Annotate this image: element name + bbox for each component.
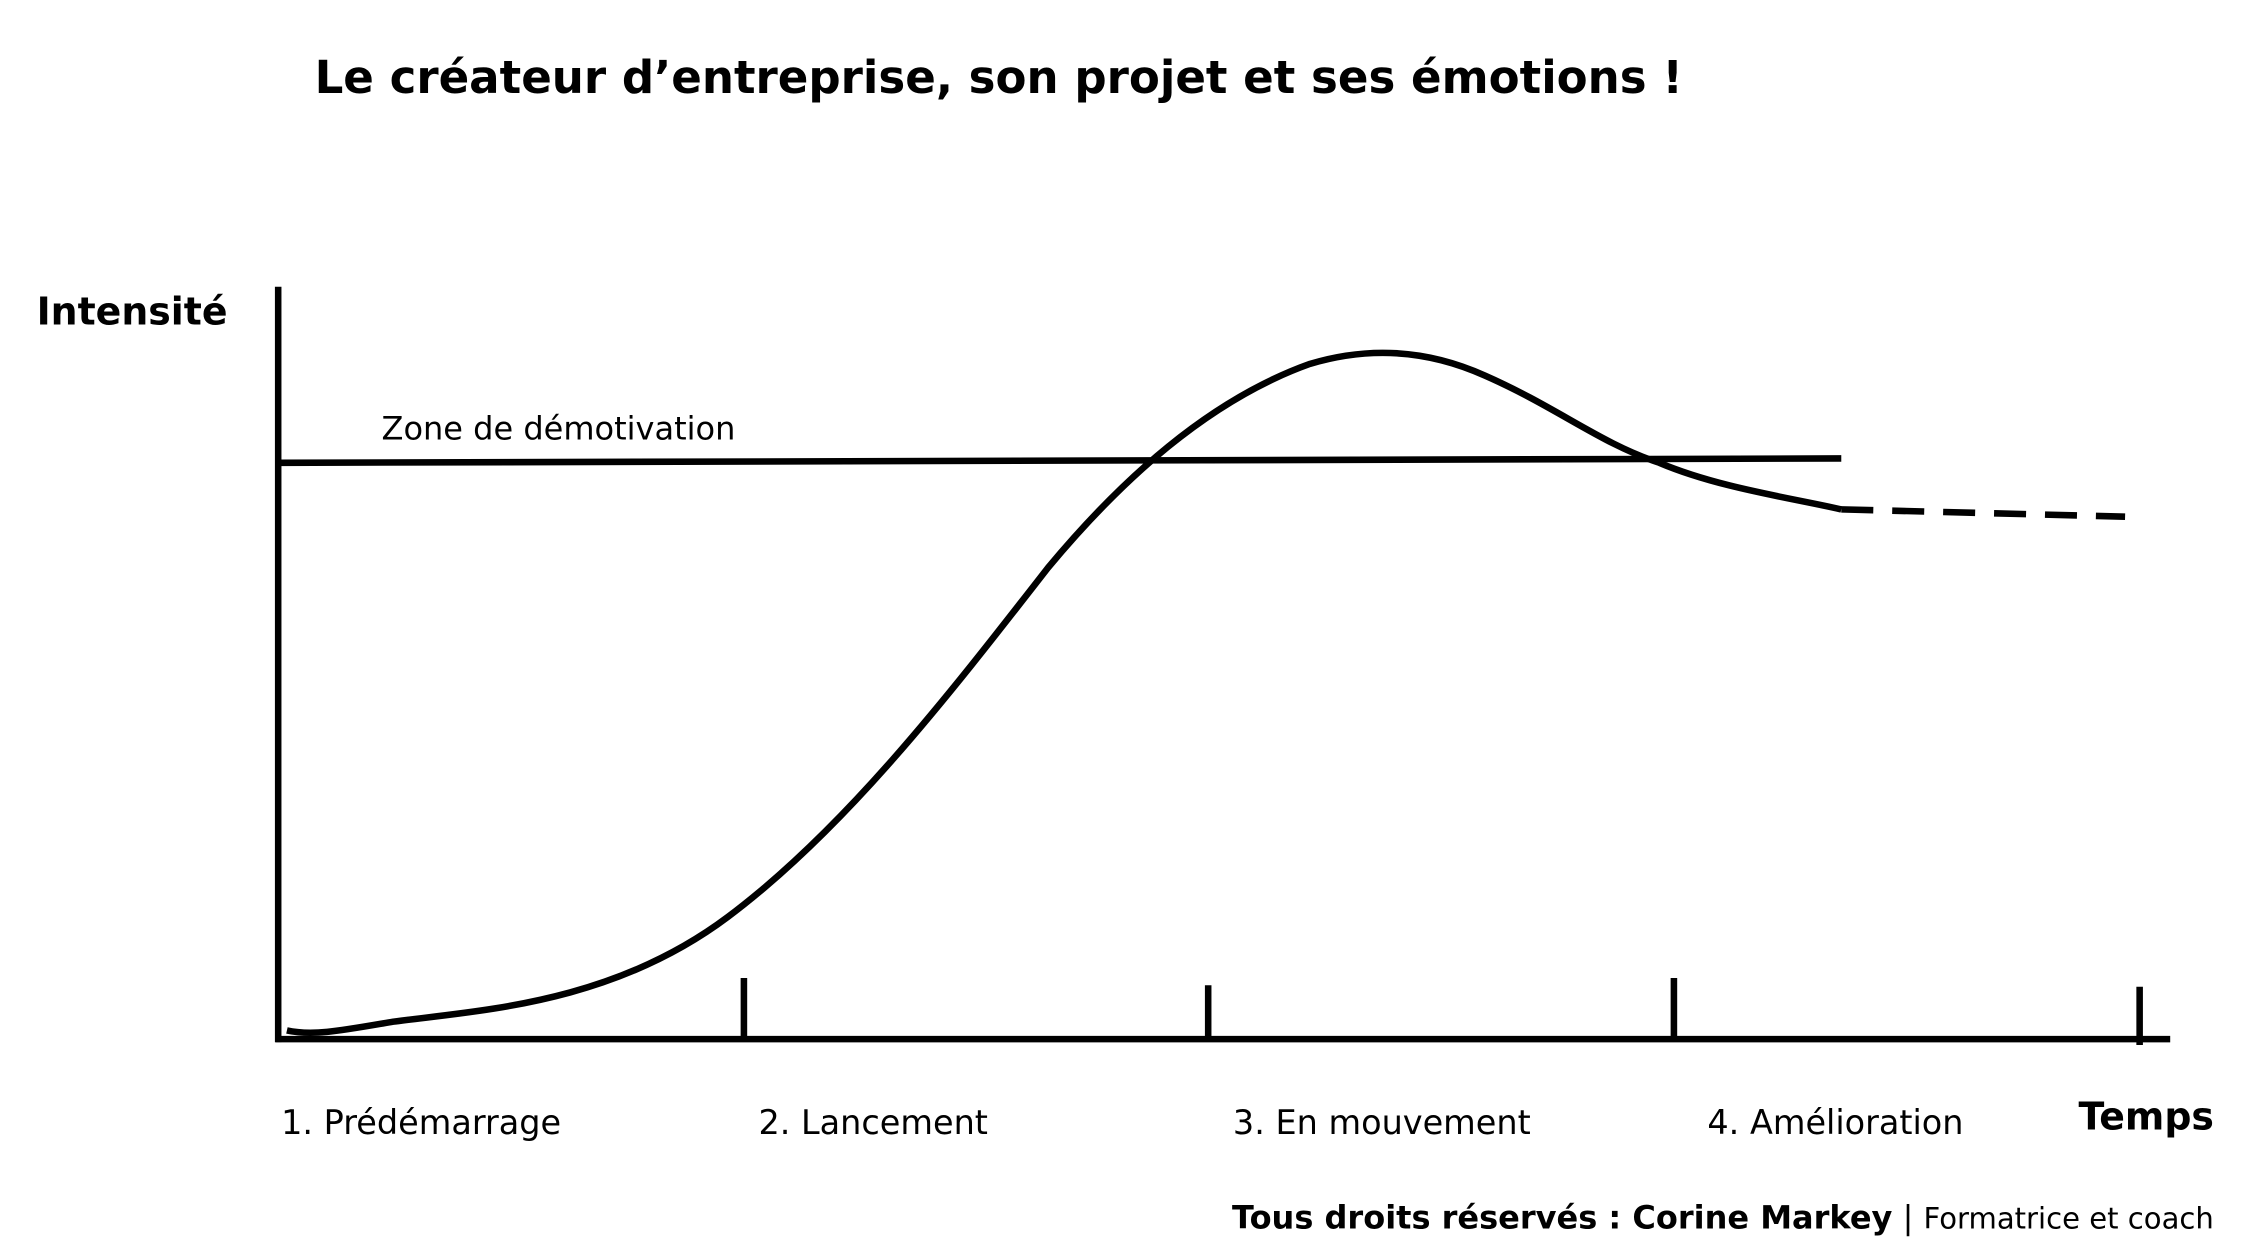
- footer-credit: Tous droits réservés : Corine Markey: [1232, 1198, 1893, 1236]
- phase-label: 2. Lancement: [758, 1103, 987, 1142]
- phase-label: 4. Amélioration: [1707, 1103, 1963, 1142]
- footer: Tous droits réservés : Corine Markey | F…: [1232, 1198, 2214, 1236]
- emotion-curve: [286, 349, 1843, 1037]
- phase-label: 1. Prédémarrage: [281, 1103, 561, 1142]
- x-axis-label: Temps: [2079, 1094, 2214, 1138]
- footer-separator: |: [1903, 1198, 1914, 1236]
- title: Le créateur d’entreprise, son projet et …: [315, 51, 1683, 104]
- emotion-curve-projection: [1841, 506, 2126, 520]
- footer-role: Formatrice et coach: [1924, 1201, 2214, 1235]
- zone-label: Zone de démotivation: [382, 410, 736, 448]
- y-axis-label: Intensité: [37, 290, 228, 334]
- phase-label: 3. En mouvement: [1233, 1103, 1531, 1142]
- demotivation-line: [278, 455, 1842, 467]
